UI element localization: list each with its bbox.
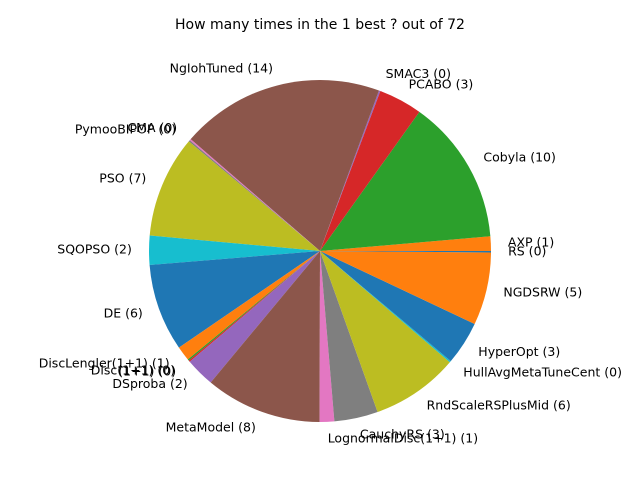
slice-label: Disc(1+1) (0)	[91, 362, 175, 377]
slice-label: MetaModel (8)	[166, 419, 256, 434]
pie-slice	[149, 251, 320, 348]
slice-label: AXP (1)	[508, 234, 554, 249]
pie-slice	[189, 251, 320, 383]
pie-slice	[149, 141, 320, 251]
slice-label: SQOPSO (2)	[57, 242, 132, 257]
pie-slice	[188, 140, 320, 251]
slice-label: NGDSRW (5)	[503, 284, 582, 299]
pie-slice	[319, 251, 335, 423]
pie-slice	[190, 80, 379, 251]
slice-label: DiscLengler(1+1) (1)	[39, 355, 170, 370]
pie-slice	[210, 251, 320, 422]
slice-label: PCABO (3)	[409, 77, 474, 92]
slice-labels: AXP (1) Cobyla (10) PCABO (3)SMAC3 (0) NgIo…	[39, 60, 622, 445]
pie-slice	[320, 251, 491, 324]
slice-label: DE (6)	[104, 306, 143, 321]
slice-label: CauchyRS (3)	[360, 426, 445, 441]
slice-label: PymooBIPOP (0)	[75, 121, 176, 136]
pie-slice	[320, 91, 420, 251]
slice-label: PSO (7)	[99, 170, 146, 185]
slice-label: NgIohTuned (14)	[170, 60, 273, 75]
slice-label: LognormalDisc(1+1) (1)	[328, 430, 478, 445]
slice-label: DSproba (2)	[112, 376, 187, 391]
pie-slice	[149, 235, 320, 266]
pie-slice	[320, 111, 491, 251]
slice-label: (1+1) (0)	[118, 364, 176, 379]
pie-slice	[189, 139, 320, 251]
pie-slice	[178, 251, 320, 360]
slice-label: HullAvgMetaTuneCent (0)	[463, 364, 622, 379]
pie-slice	[320, 251, 450, 413]
pie-slice	[320, 251, 491, 253]
pie-slice	[320, 251, 451, 363]
slice-label: HyperOpt (3)	[478, 344, 560, 359]
pie-slice	[320, 236, 491, 251]
chart-title: How many times in the 1 best ? out of 72	[175, 17, 465, 33]
pie-slice	[320, 90, 381, 251]
pie-slice	[187, 251, 320, 361]
slice-label: CMA (0)	[127, 120, 177, 135]
slice-label: SMAC3 (0)	[386, 66, 451, 81]
slice-label: Cobyla (10)	[483, 149, 555, 164]
slice-label: RS (0)	[508, 243, 546, 258]
pie-slices	[149, 80, 491, 423]
pie-slice	[320, 251, 475, 362]
pie-slice	[320, 251, 378, 422]
slice-label: RndScaleRSPlusMid (6)	[427, 397, 571, 412]
pie-slice	[188, 251, 320, 362]
